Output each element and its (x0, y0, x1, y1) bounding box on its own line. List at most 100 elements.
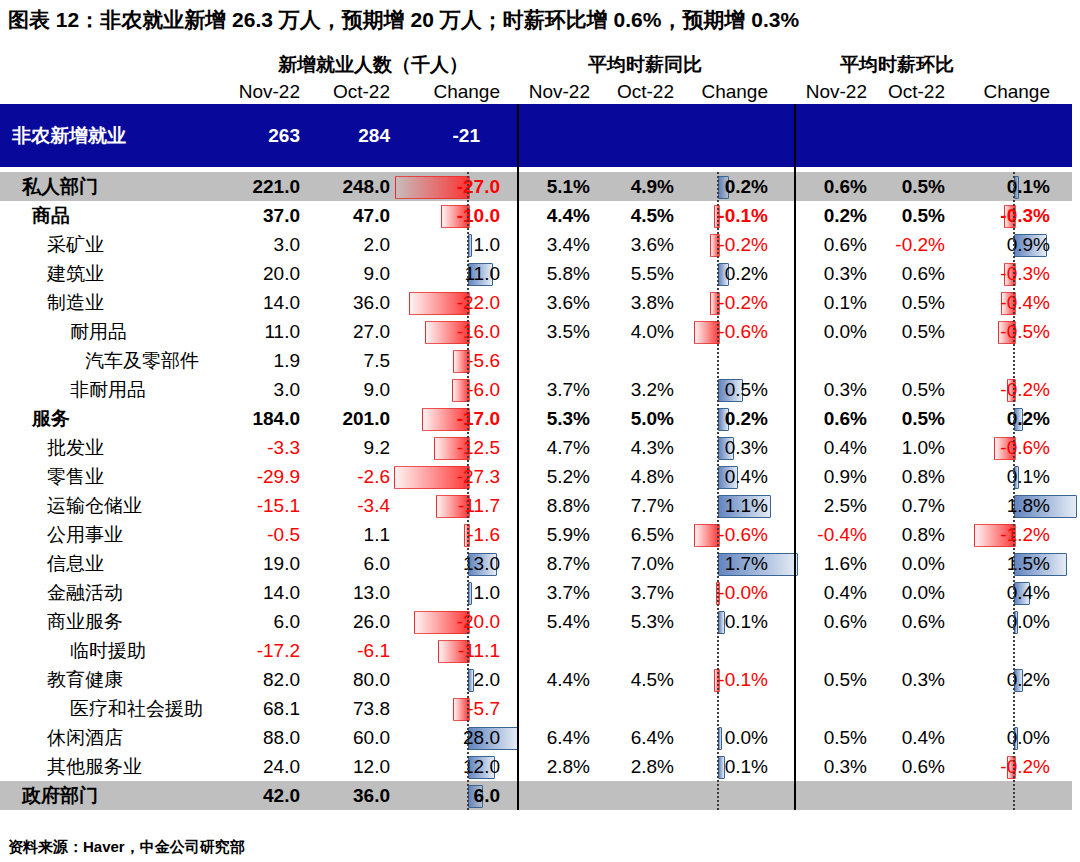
cell-value: 0.6% (797, 172, 870, 201)
cell-value: -0.3% (934, 259, 1052, 288)
cell-value: 2.8% (595, 752, 677, 781)
cell-value: 4.8% (595, 462, 677, 491)
cell-value: 0.4% (797, 433, 870, 462)
cell-value: 7.5 (320, 346, 398, 375)
column-header: Nov-22 (228, 79, 310, 104)
cell-value: 9.0 (320, 375, 398, 404)
cell-value: 1.6% (797, 549, 870, 578)
cell-value: 3.6% (595, 230, 677, 259)
cell-value: -0.1% (671, 201, 771, 230)
cell-value: 68.1 (228, 694, 310, 723)
cell-value: 0.3% (797, 375, 870, 404)
cell-value: 28.0 (405, 723, 505, 752)
cell-value: -0.2% (934, 375, 1052, 404)
cell-value: -11.1 (405, 636, 505, 665)
table-row: 零售业-29.9-2.6-27.35.2%4.8%0.4%0.9%0.8%0.1… (0, 462, 1072, 491)
cell-value: 0.2% (934, 665, 1052, 694)
cell-value: -2.6 (320, 462, 398, 491)
cell-value: 5.3% (520, 404, 595, 433)
cell-value: 0.0% (934, 723, 1052, 752)
row-label: 商业服务 (47, 607, 123, 636)
cell-value: -0.6% (671, 317, 771, 346)
cell-value: 0.5% (671, 375, 771, 404)
cell-value: 0.6% (797, 230, 870, 259)
cell-value: 4.7% (520, 433, 595, 462)
cell-value: 184.0 (228, 404, 310, 433)
cell-value: 11.0 (405, 259, 505, 288)
cell-value: 0.2% (797, 201, 870, 230)
cell-value: -0.2% (671, 288, 771, 317)
cell-value: 0.5% (797, 665, 870, 694)
report-figure: 图表 12：非农就业新增 26.3 万人，预期增 20 万人；时薪环比增 0.6… (0, 0, 1080, 862)
cell-value: 8.8% (520, 491, 595, 520)
cell-value: -5.7 (405, 694, 505, 723)
cell-value: 263 (228, 104, 310, 167)
cell-value: 4.4% (520, 201, 595, 230)
table-row: 制造业14.036.0-22.03.6%3.8%-0.2%0.1%0.5%-0.… (0, 288, 1072, 317)
cell-value: -0.6% (671, 520, 771, 549)
table-row: 耐用品11.027.0-16.03.5%4.0%-0.6%0.0%0.5%-0.… (0, 317, 1072, 346)
cell-value: 0.3% (671, 433, 771, 462)
row-label: 休闲酒店 (47, 723, 123, 752)
cell-value: 3.8% (595, 288, 677, 317)
cell-value: 0.0% (797, 317, 870, 346)
cell-value: 12.0 (405, 752, 505, 781)
cell-value: -0.0% (671, 578, 771, 607)
source-note: 资料来源：Haver，中金公司研究部 (8, 838, 245, 857)
cell-value: 4.3% (595, 433, 677, 462)
cell-value: 6.0 (405, 781, 505, 810)
row-label: 运输仓储业 (47, 491, 142, 520)
cell-value: 0.9% (934, 230, 1052, 259)
cell-value: 6.4% (520, 723, 595, 752)
column-header: Nov-22 (797, 79, 870, 104)
row-label: 私人部门 (22, 172, 98, 201)
cell-value: -20.0 (405, 607, 505, 636)
cell-value: -0.5% (934, 317, 1052, 346)
cell-value: 3.0 (228, 230, 310, 259)
table-row: 政府部门42.036.06.0 (0, 781, 1072, 810)
table-row: 临时援助-17.2-6.1-11.1 (0, 636, 1072, 665)
column-header: Nov-22 (520, 79, 595, 104)
cell-value: 4.9% (595, 172, 677, 201)
cell-value: 3.5% (520, 317, 595, 346)
cell-value: 0.3% (797, 259, 870, 288)
table-row: 信息业19.06.013.08.7%7.0%1.7%1.6%0.0%1.5% (0, 549, 1072, 578)
cell-value: 20.0 (228, 259, 310, 288)
cell-value: -17.2 (228, 636, 310, 665)
cell-value: 6.0 (320, 549, 398, 578)
cell-value: 2.8% (520, 752, 595, 781)
cell-value: 1.5% (934, 549, 1052, 578)
table-body: 非农新增就业263284-21私人部门221.0248.0-27.05.1%4.… (0, 104, 1080, 810)
cell-value: 26.0 (320, 607, 398, 636)
cell-value: -6.1 (320, 636, 398, 665)
cell-value: 248.0 (320, 172, 398, 201)
cell-value: 3.7% (520, 375, 595, 404)
column-header: Change (405, 79, 505, 104)
cell-value: 4.0% (595, 317, 677, 346)
zero-axis-employment (467, 172, 469, 810)
row-label: 零售业 (47, 462, 104, 491)
cell-value: 36.0 (320, 781, 398, 810)
row-label: 采矿业 (47, 230, 104, 259)
cell-value: 9.0 (320, 259, 398, 288)
cell-value: 0.4% (797, 578, 870, 607)
cell-value: -27.0 (405, 172, 505, 201)
cell-value: 27.0 (320, 317, 398, 346)
cell-value: 14.0 (228, 288, 310, 317)
table-row: 金融活动14.013.01.03.7%3.7%-0.0%0.4%0.0%0.4% (0, 578, 1072, 607)
table-row: 其他服务业24.012.012.02.8%2.8%0.1%0.3%0.6%-0.… (0, 752, 1072, 781)
cell-value: 1.7% (671, 549, 771, 578)
cell-value: 47.0 (320, 201, 398, 230)
row-label: 信息业 (47, 549, 104, 578)
table-row: 非农新增就业263284-21 (0, 104, 1072, 167)
cell-value: 0.0% (934, 607, 1052, 636)
table-row: 批发业-3.39.2-12.54.7%4.3%0.3%0.4%1.0%-0.6% (0, 433, 1072, 462)
row-label: 批发业 (47, 433, 104, 462)
column-group-employment: 新增就业人数（千人） (223, 52, 523, 78)
cell-value: -0.1% (671, 665, 771, 694)
cell-value: 3.7% (595, 578, 677, 607)
cell-value: 1.0 (405, 578, 505, 607)
cell-value: 0.2% (671, 259, 771, 288)
cell-value: 3.6% (520, 288, 595, 317)
cell-value: 0.2% (671, 404, 771, 433)
